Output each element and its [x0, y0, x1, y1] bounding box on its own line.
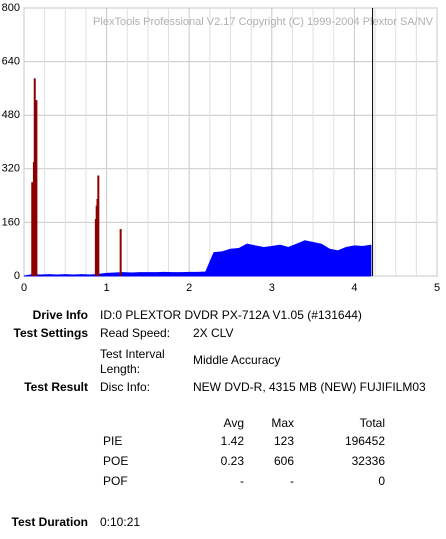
table-header: Avg	[224, 416, 244, 430]
y-tick-label: 0	[14, 270, 20, 282]
y-tick-label: 160	[2, 216, 20, 228]
label: Drive Info	[33, 308, 88, 322]
row-label: PIE	[103, 434, 122, 448]
value: Middle Accuracy	[193, 353, 280, 367]
x-tick-label: 3	[269, 282, 275, 294]
value: NEW DVD-R, 4315 MB (NEW) FUJIFILM03	[193, 380, 426, 394]
table-cell: 196452	[345, 434, 385, 448]
bar	[31, 182, 34, 276]
table-cell: 32336	[352, 454, 386, 468]
row-label: POF	[103, 474, 128, 488]
value: ID:0 PLEXTOR DVDR PX-712A V1.05 (#131644…	[100, 308, 362, 322]
label: Test Interval	[100, 347, 165, 361]
label: Test Duration	[12, 515, 88, 529]
area	[23, 240, 372, 277]
y-tick-label: 640	[2, 56, 20, 68]
table-cell: -	[290, 474, 294, 488]
x-tick-label: 4	[351, 282, 357, 294]
label: Length:	[100, 362, 140, 376]
bar	[35, 100, 38, 276]
label: Test Result	[24, 380, 88, 394]
table-cell: -	[240, 474, 244, 488]
table-cell: 0.23	[221, 454, 245, 468]
label: Read Speed:	[100, 326, 170, 340]
x-tick-label: 5	[434, 282, 440, 294]
table-header: Max	[271, 416, 294, 430]
table-header: Total	[360, 416, 385, 430]
bar	[119, 229, 122, 276]
table-cell: 1.42	[221, 434, 245, 448]
bar	[97, 175, 100, 276]
table-cell: 123	[274, 434, 294, 448]
y-tick-label: 800	[2, 2, 20, 14]
table-cell: 606	[274, 454, 294, 468]
chart-title: PlexTools Professional V2.17 Copyright (…	[93, 16, 434, 28]
label: Disc Info:	[100, 380, 150, 394]
x-tick-label: 2	[186, 282, 192, 294]
label: Test Settings	[14, 326, 89, 340]
x-tick-label: 1	[104, 282, 110, 294]
table-cell: 0	[378, 474, 385, 488]
row-label: POE	[103, 454, 128, 468]
y-tick-label: 480	[2, 109, 20, 121]
value: 0:10:21	[100, 515, 140, 529]
value: 2X CLV	[193, 326, 233, 340]
x-tick-label: 0	[21, 282, 27, 294]
y-tick-label: 320	[2, 163, 20, 175]
